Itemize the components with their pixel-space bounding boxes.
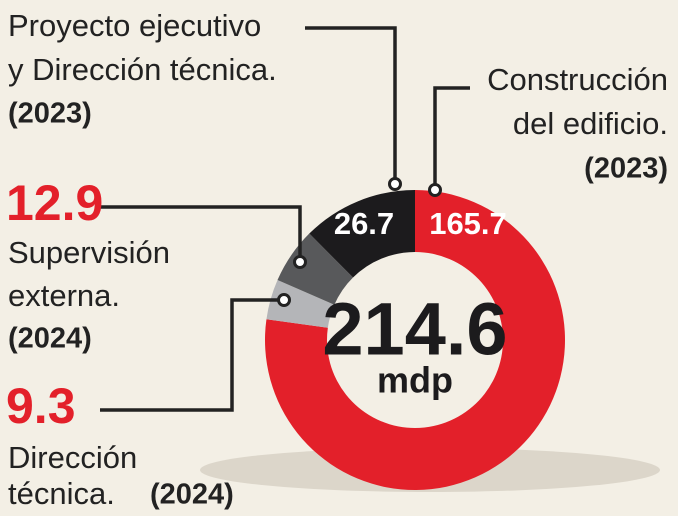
total: 214.6 [322,288,507,371]
year: (2023) [8,98,92,130]
label: Proyecto ejecutivo [8,8,261,43]
label: Supervisión [8,235,170,270]
value-label: 9.3 [6,378,76,434]
leader-dot [277,293,291,307]
year: (2023) [584,153,668,185]
label: del edificio. [513,106,668,141]
leader-dot [388,177,402,191]
label: externa. [8,278,120,313]
unit: mdp [377,360,453,401]
label: Construcción [487,62,668,97]
slice [277,233,354,305]
leader-line [305,26,397,182]
year: (2024) [8,323,92,355]
leader-line [433,86,470,190]
slice [265,190,565,490]
label: Dirección [8,440,137,475]
value-label: 165.7 [429,206,507,241]
leader-line [100,298,282,412]
leader-line [100,205,302,260]
leader-dot [293,255,307,269]
label: técnica. [8,476,115,511]
donut [265,190,565,490]
label: y Dirección técnica. [8,52,277,87]
value-label: 12.9 [6,175,103,231]
leader-dot [428,183,442,197]
year: (2024) [150,479,234,511]
slice [266,280,335,328]
slice [309,190,415,278]
value-label: 26.7 [334,206,394,241]
